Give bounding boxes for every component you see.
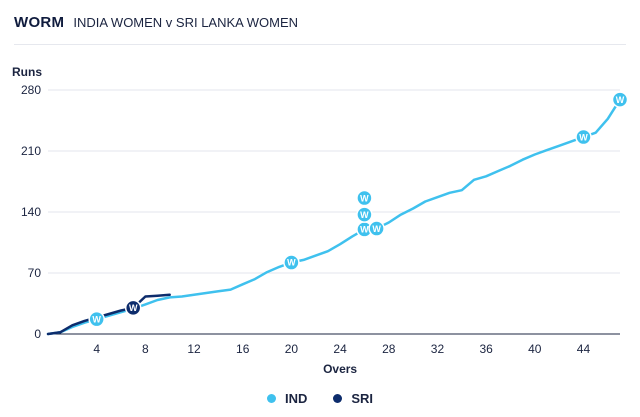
wicket-circle — [575, 128, 592, 146]
x-tick-label: 8 — [142, 342, 149, 356]
y-tick-label: 280 — [21, 83, 41, 97]
x-tick-label: 28 — [382, 342, 396, 356]
wicket-label: W — [360, 225, 369, 235]
wicket-circle — [88, 310, 105, 328]
match-title: INDIA WOMEN v SRI LANKA WOMEN — [73, 15, 298, 30]
wicket-label: W — [287, 258, 296, 268]
legend: IND SRI — [0, 391, 640, 406]
x-tick-label: 4 — [93, 342, 100, 356]
wicket-label: W — [129, 303, 138, 313]
legend-marker-ind — [266, 394, 276, 403]
wicket-circle — [611, 91, 629, 108]
wicket-label: W — [92, 314, 101, 324]
wicket-marker-ind[interactable]: W — [575, 128, 592, 146]
header-divider — [14, 44, 626, 45]
wicket-marker-ind[interactable]: W — [283, 254, 300, 271]
wicket-label: W — [579, 132, 588, 142]
legend-item-sri[interactable]: SRI — [333, 391, 373, 406]
wicket-marker-ind[interactable]: W — [356, 189, 373, 207]
x-tick-label: 20 — [285, 342, 299, 356]
wicket-marker-ind[interactable]: W — [611, 91, 629, 108]
series-line-sri — [46, 293, 171, 336]
wicket-circle — [356, 189, 373, 207]
wicket-marker-ind[interactable]: W — [88, 310, 105, 328]
y-tick-label: 70 — [28, 266, 42, 280]
legend-label-ind: IND — [284, 391, 308, 406]
series-line-ind — [46, 98, 622, 336]
x-tick-label: 44 — [577, 342, 591, 356]
wicket-marker-ind[interactable]: W — [356, 206, 373, 223]
wicket-marker-sri[interactable]: W — [124, 299, 142, 317]
y-tick-label: 0 — [34, 327, 41, 341]
y-tick-label: 210 — [21, 144, 41, 158]
y-tick-label: 140 — [21, 205, 41, 219]
axes: 0 70 140 210 280 4 8 12 16 20 24 28 32 36 40 44 Runs Over… — [12, 65, 590, 376]
x-tick-label: 40 — [528, 342, 542, 356]
wicket-circle — [124, 299, 142, 317]
x-tick-label: 12 — [187, 342, 201, 356]
chart-header: WORM INDIA WOMEN v SRI LANKA WOMEN — [14, 14, 298, 36]
y-axis-title: Runs — [12, 65, 42, 79]
wicket-marker-ind[interactable]: W — [368, 220, 385, 237]
legend-item-ind[interactable]: IND — [266, 391, 308, 406]
legend-marker-sri — [333, 394, 343, 403]
x-tick-label: 24 — [333, 342, 347, 356]
wicket-label: W — [360, 210, 369, 220]
x-tick-label: 16 — [236, 342, 250, 356]
wicket-circle — [368, 220, 385, 237]
series-lines — [46, 98, 622, 336]
chart-title: WORM — [14, 14, 65, 31]
wicket-label: W — [372, 224, 381, 234]
x-axis-title: Overs — [323, 362, 357, 376]
x-tick-label: 32 — [431, 342, 445, 356]
wicket-label: W — [616, 95, 625, 105]
wicket-circle — [356, 206, 373, 223]
x-tick-label: 36 — [479, 342, 493, 356]
gridlines — [48, 89, 620, 335]
wicket-label: W — [360, 193, 369, 203]
legend-label-sri: SRI — [351, 391, 374, 406]
worm-chart: 0 70 140 210 280 4 8 12 16 20 24 28 32 36 40 44 Runs Over… — [12, 65, 629, 376]
wicket-circle — [283, 254, 300, 271]
